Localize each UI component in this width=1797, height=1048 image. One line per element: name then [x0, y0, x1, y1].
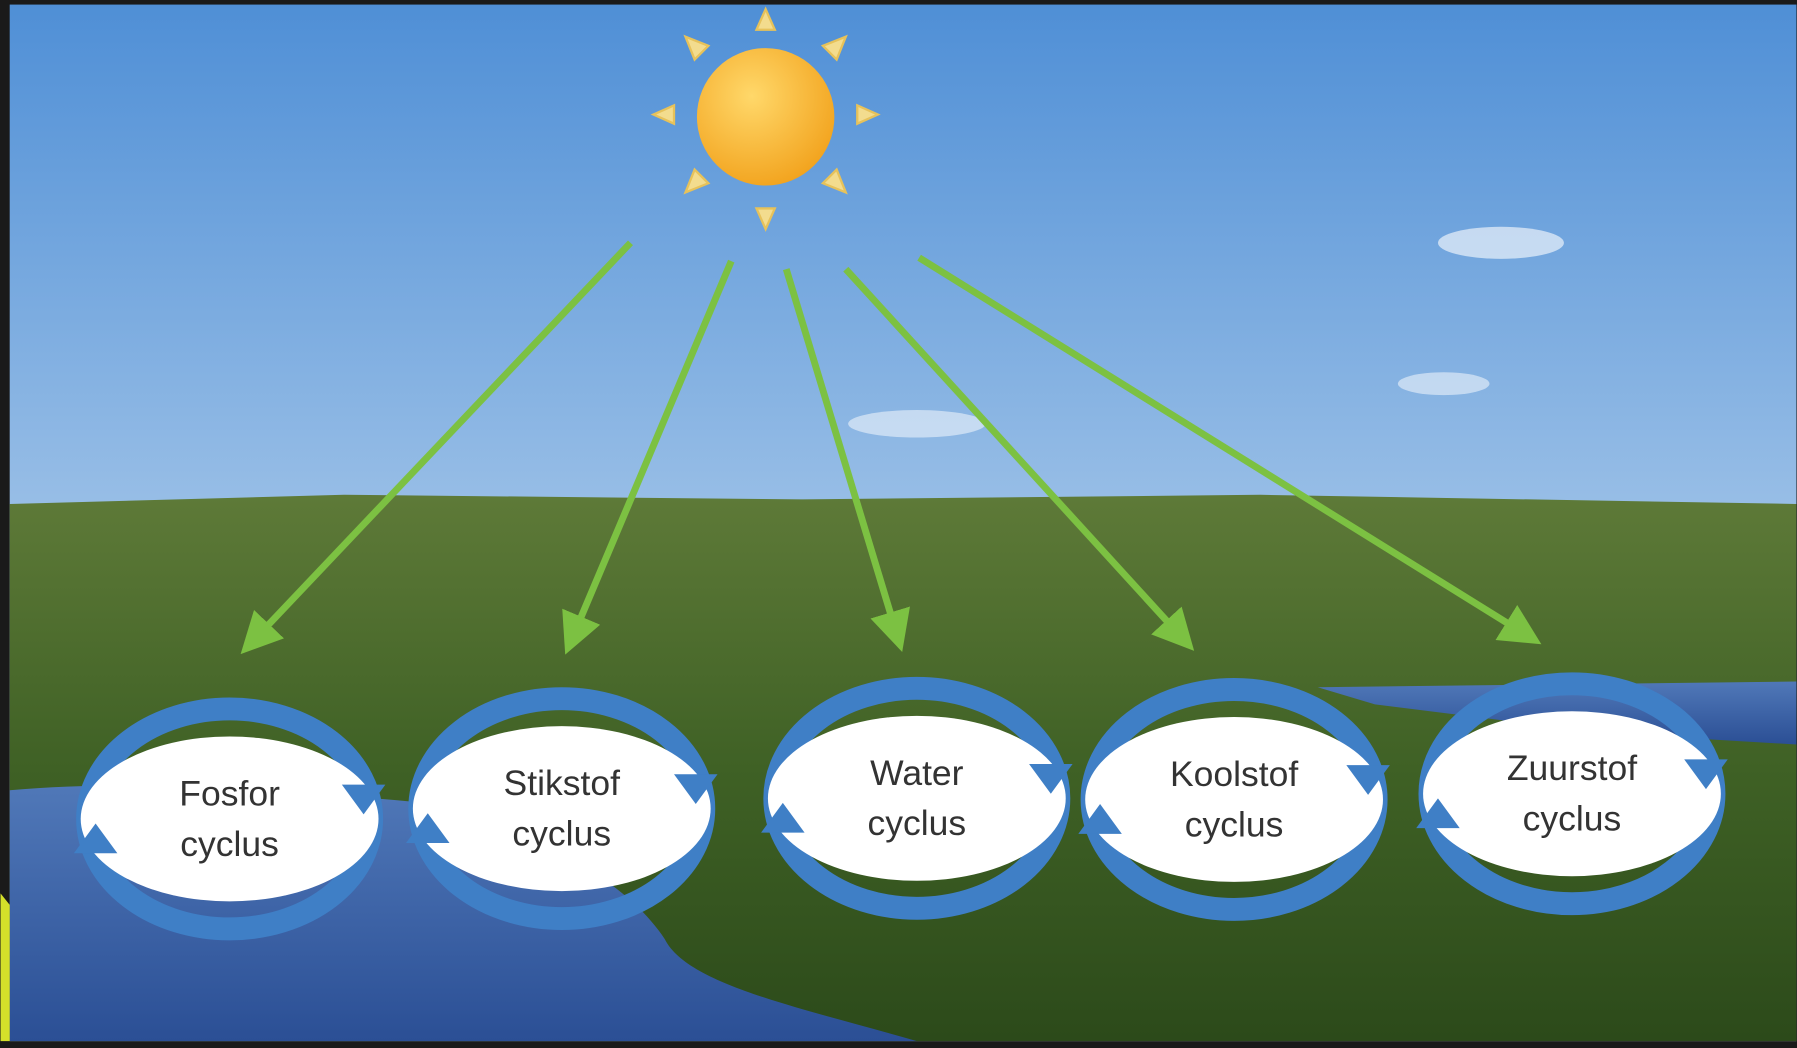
- cycle-label: Stikstof: [504, 763, 621, 803]
- cycle-node: Zuurstof cyclus: [1416, 684, 1728, 904]
- cycle-node: Fosfor cyclus: [74, 709, 386, 929]
- cloud: [848, 410, 985, 437]
- cycle-label: Koolstof: [1170, 754, 1298, 794]
- cycle-body: [81, 736, 379, 901]
- diagram: FosforcyclusStikstofcyclusWatercyclusKoo…: [0, 0, 1797, 1048]
- cycle-label: cyclus: [1523, 799, 1622, 839]
- cycle-node: Water cyclus: [761, 688, 1073, 908]
- cycle-label: cyclus: [1185, 804, 1284, 844]
- accent: [1, 893, 10, 1041]
- cycle-node: Koolstof cyclus: [1078, 690, 1390, 910]
- cycle-label: Zuurstof: [1507, 748, 1637, 788]
- cloud: [1398, 372, 1490, 395]
- cycle-body: [413, 726, 711, 891]
- cycle-body: [1423, 711, 1721, 876]
- cycle-label: Fosfor: [179, 773, 280, 813]
- cycle-body: [1085, 717, 1383, 882]
- cycle-body: [768, 716, 1066, 881]
- cycle-node: Stikstof cyclus: [406, 699, 718, 919]
- cycle-label: cyclus: [868, 803, 967, 843]
- cloud: [1438, 227, 1564, 259]
- cycle-label: cyclus: [512, 813, 611, 853]
- page: FosforcyclusStikstofcyclusWatercyclusKoo…: [0, 0, 1797, 1048]
- cycle-label: cyclus: [180, 824, 279, 864]
- cycle-label: Water: [870, 753, 964, 793]
